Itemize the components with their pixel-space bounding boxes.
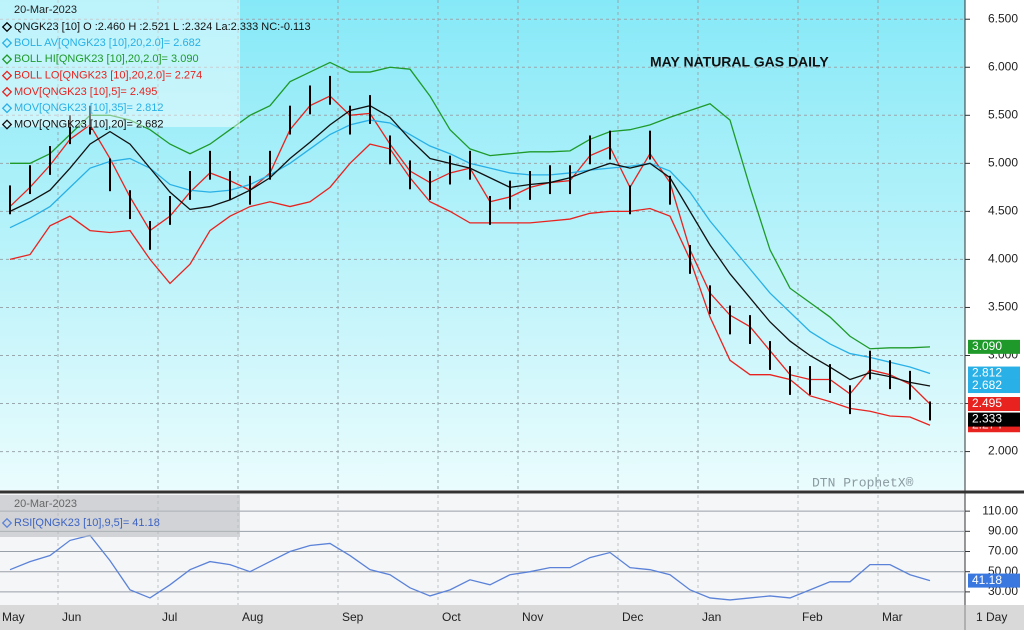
y-tick-label: 6.500 [988, 11, 1018, 25]
legend-label: QNGK23 [10] O :2.460 H :2.521 L :2.324 L… [14, 21, 311, 33]
x-tick-label: Jul [162, 610, 177, 624]
y-tick-label: 4.500 [988, 204, 1018, 218]
chart-title: MAY NATURAL GAS DAILY [650, 54, 829, 70]
legend-label: MOV[QNGK23 [10],35]= 2.812 [14, 102, 164, 114]
y-tick-label: 3.500 [988, 300, 1018, 314]
legend-label: BOLL LO[QNGK23 [10],20,2.0]= 2.274 [14, 70, 202, 82]
legend-marker [1, 21, 13, 33]
last-value-label: 2.495 [972, 396, 1002, 410]
x-tick-label: Dec [622, 610, 643, 624]
last-value-label: 2.812 [972, 366, 1002, 380]
legend-label: BOLL AV[QNGK23 [10],20,2.0]= 2.682 [14, 37, 201, 49]
x-tick-label: Jan [702, 610, 721, 624]
last-value-box [968, 573, 1020, 588]
last-value-box [968, 366, 1020, 381]
legend-marker [1, 70, 13, 81]
last-value-label: 41.18 [972, 573, 1002, 587]
x-axis-band [0, 605, 1024, 630]
y-tick-label: 110.00 [982, 503, 1018, 517]
y-tick-label: 6.000 [988, 59, 1018, 73]
legend-marker [1, 54, 13, 65]
legend-label: RSI[QNGK23 [10],9,5]= 41.18 [14, 517, 160, 529]
legend-marker [1, 86, 13, 98]
last-value-label: 2.682 [972, 378, 1002, 392]
last-value-label: 2.333 [972, 412, 1002, 426]
y-tick-label: 4.000 [988, 252, 1018, 266]
rsi-date-label: 20-Mar-2023 [14, 498, 77, 510]
legend-marker [1, 119, 13, 130]
y-tick-label: 5.500 [988, 107, 1018, 121]
x-tick-label: Mar [882, 610, 903, 624]
legend-box [0, 0, 240, 127]
legend-marker [1, 517, 13, 529]
interval-label: 1 Day [976, 610, 1007, 624]
rsi-legend-box [0, 495, 240, 537]
x-tick-label: Sep [342, 610, 364, 624]
x-tick-label: Aug [242, 610, 263, 624]
y-tick-label: 70.00 [988, 544, 1018, 558]
y-tick-label: 90.00 [988, 524, 1018, 538]
legend-marker [1, 37, 13, 49]
price-panel [0, 0, 965, 490]
legend-marker [1, 103, 13, 114]
y-tick-label: 5.000 [988, 156, 1018, 170]
y-tick-label: 2.000 [988, 444, 1018, 458]
legend-label: MOV[QNGK23 [10],5]= 2.495 [14, 86, 157, 98]
last-value-box [968, 379, 1020, 394]
x-tick-label: Feb [802, 610, 823, 624]
x-tick-label: May [2, 610, 25, 624]
x-tick-label: Oct [442, 610, 461, 624]
series-line [10, 61, 931, 350]
axis-panel [965, 0, 1024, 630]
last-value-box [968, 397, 1020, 412]
last-value-box [968, 339, 1020, 354]
legend-label: MOV[QNGK23 [10],20]= 2.682 [14, 118, 164, 130]
series-line [9, 534, 931, 601]
date-label: 20-Mar-2023 [14, 4, 77, 16]
series-line [9, 143, 931, 426]
watermark: DTN ProphetX® [812, 475, 914, 490]
last-value-box [968, 412, 1020, 427]
last-value-label: 3.090 [972, 339, 1002, 353]
x-tick-label: Jun [62, 610, 81, 624]
x-tick-label: Nov [522, 610, 543, 624]
legend-label: BOLL HI[QNGK23 [10],20,2.0]= 3.090 [14, 53, 199, 65]
